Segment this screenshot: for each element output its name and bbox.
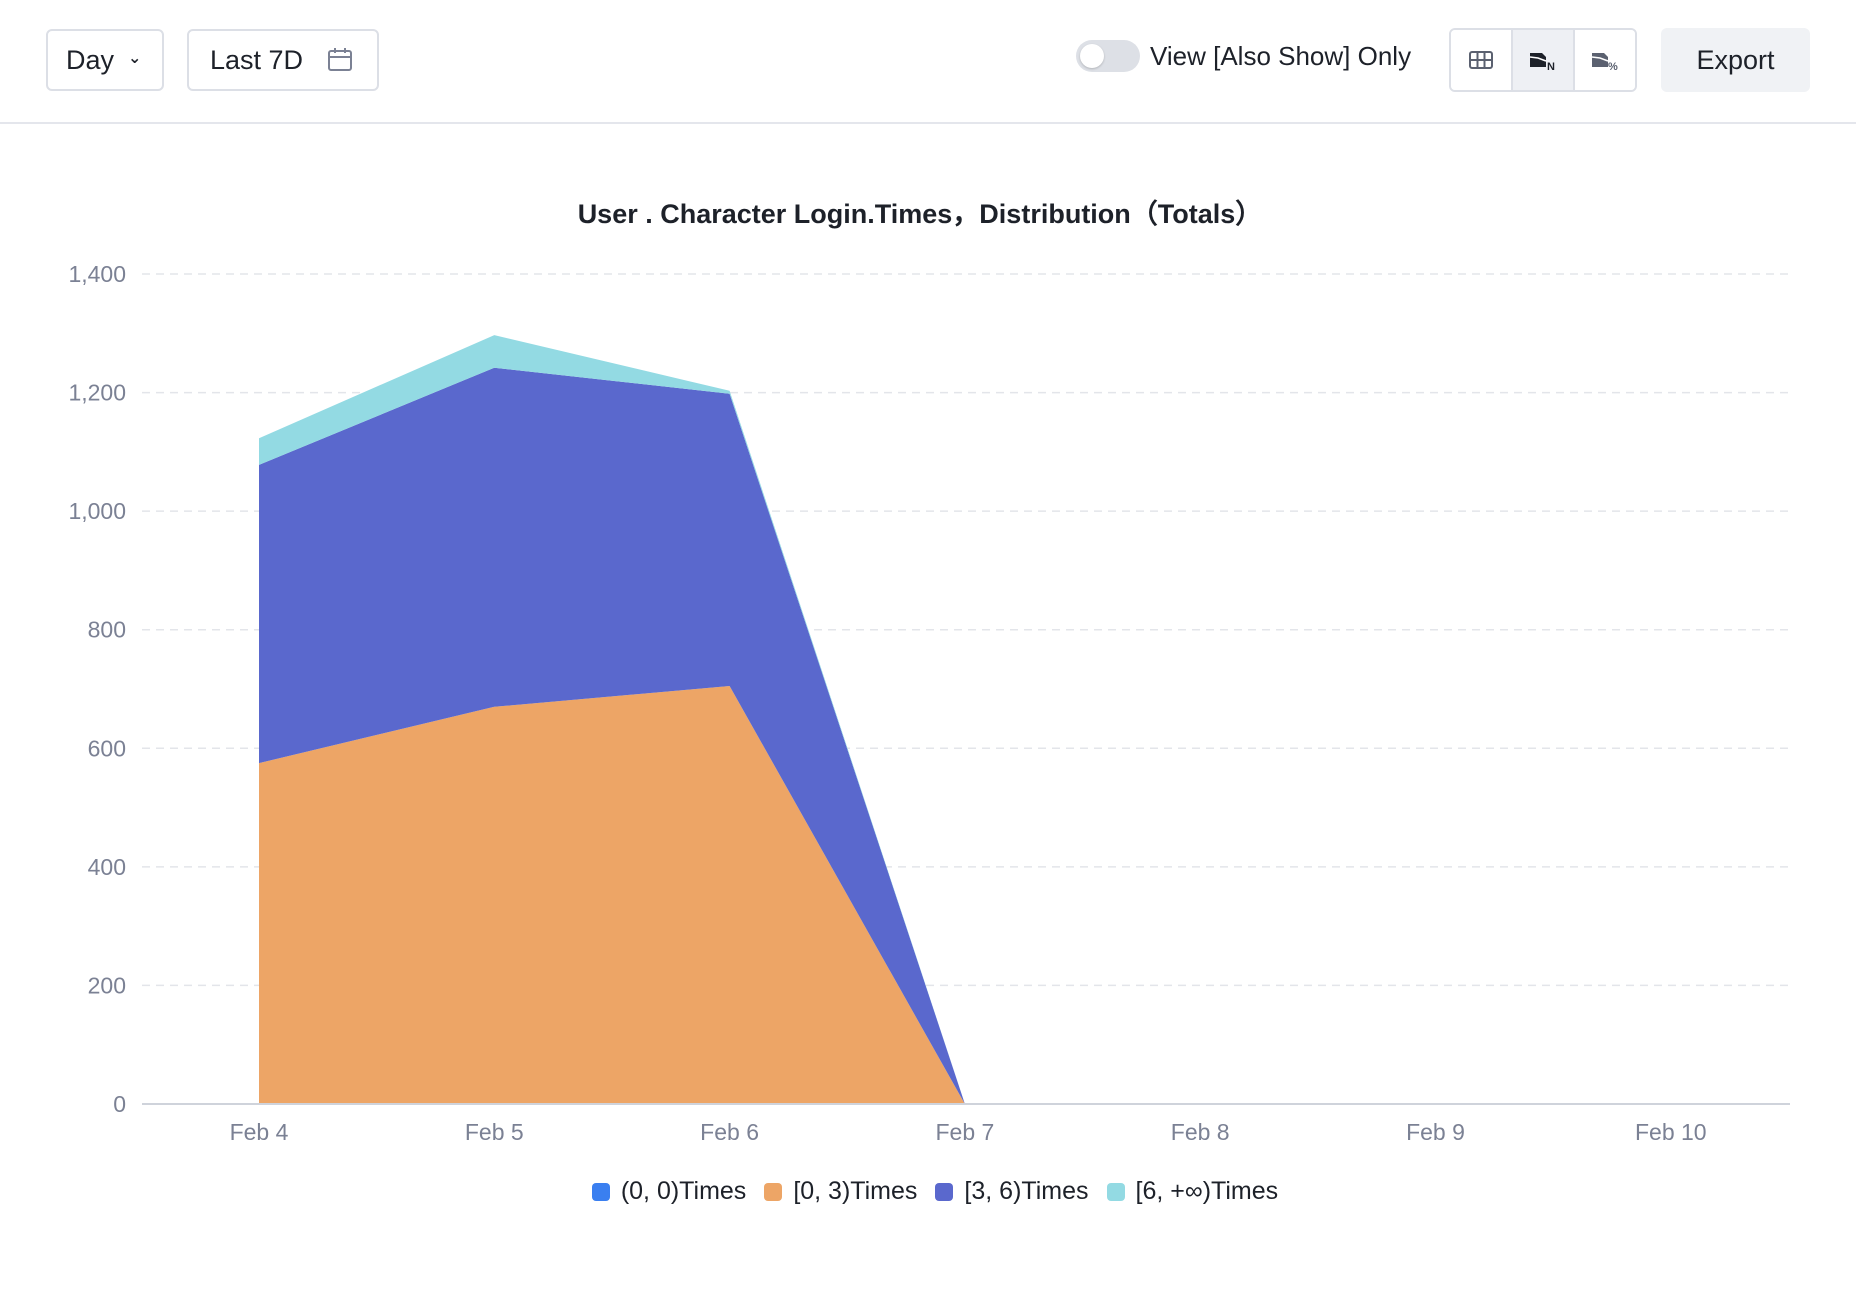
area-series-3[interactable]: [259, 335, 965, 1105]
area-series-1[interactable]: [259, 686, 965, 1104]
chevron-down-icon: ⌄: [128, 50, 142, 67]
x-tick-label: Feb 5: [465, 1119, 524, 1145]
y-tick-label: 0: [113, 1091, 126, 1117]
table-icon: [1469, 51, 1493, 69]
x-tick-label: Feb 8: [1171, 1119, 1230, 1145]
legend-swatch: [1106, 1182, 1125, 1201]
x-tick-label: Feb 6: [700, 1119, 759, 1145]
axes: 0 200 400 600 800 1,000 1,200 1,400 Feb 4 Feb 5 Fe…: [68, 261, 1790, 1145]
date-range-picker[interactable]: Last 7D: [187, 29, 379, 91]
view-mode-group: N %: [1449, 28, 1637, 92]
legend-item[interactable]: (0, 0)Times: [591, 1177, 747, 1206]
legend-item[interactable]: [3, 6)Times: [935, 1177, 1089, 1206]
legend-swatch: [935, 1182, 954, 1201]
area-series: [259, 335, 965, 1105]
also-show-toggle-group: View [Also Show] Only: [1076, 40, 1411, 72]
x-tick-label: Feb 10: [1635, 1119, 1707, 1145]
legend-swatch: [764, 1182, 783, 1201]
stacked-area-number-icon: N: [1529, 53, 1555, 71]
granularity-select[interactable]: Day ⌄: [46, 29, 164, 91]
area-chart: 0 200 400 600 800 1,000 1,200 1,400 Feb 4 Feb 5 Fe…: [68, 261, 1790, 1145]
y-tick-label: 400: [88, 854, 126, 880]
calendar-icon: [327, 47, 353, 73]
y-tick-label: 800: [88, 617, 126, 643]
stacked-percent-view-button[interactable]: %: [1575, 30, 1635, 90]
also-show-toggle[interactable]: [1076, 40, 1140, 72]
export-button[interactable]: Export: [1661, 28, 1810, 92]
y-tick-label: 600: [88, 735, 126, 761]
legend-swatch: [591, 1182, 610, 1201]
x-tick-label: Feb 7: [935, 1119, 994, 1145]
legend-item[interactable]: [0, 3)Times: [764, 1177, 917, 1206]
date-range-label: Last 7D: [210, 44, 304, 75]
chart-legend: (0, 0)Times [0, 3)Times [3, 6)Times [6, +∞)…: [0, 1177, 1856, 1206]
granularity-label: Day: [66, 44, 115, 75]
table-view-button[interactable]: [1451, 30, 1513, 90]
stacked-area-percent-icon: %: [1591, 53, 1618, 71]
toggle-knob: [1080, 44, 1104, 68]
x-tick-label: Feb 9: [1406, 1119, 1465, 1145]
svg-text:%: %: [1608, 61, 1618, 71]
x-tick-label: Feb 4: [230, 1119, 289, 1145]
y-tick-label: 1,000: [68, 498, 126, 524]
legend-label: [3, 6)Times: [964, 1177, 1089, 1205]
svg-text:N: N: [1547, 61, 1555, 71]
legend-label: (0, 0)Times: [620, 1177, 747, 1205]
area-series-2[interactable]: [259, 367, 965, 1104]
toolbar: Day ⌄ Last 7D View [Also Show] Only: [0, 0, 1856, 124]
y-tick-label: 1,200: [68, 380, 126, 406]
legend-label: [6, +∞)Times: [1135, 1177, 1279, 1205]
also-show-toggle-label: View [Also Show] Only: [1150, 40, 1412, 71]
y-tick-label: 200: [88, 972, 126, 998]
legend-label: [0, 3)Times: [793, 1177, 918, 1205]
y-tick-label: 1,400: [68, 261, 126, 287]
stacked-number-view-button[interactable]: N: [1513, 30, 1575, 90]
legend-item[interactable]: [6, +∞)Times: [1106, 1177, 1279, 1206]
chart-title: User . Character Login.Times，Distributio…: [577, 199, 1263, 229]
grid-lines: [142, 273, 1790, 987]
